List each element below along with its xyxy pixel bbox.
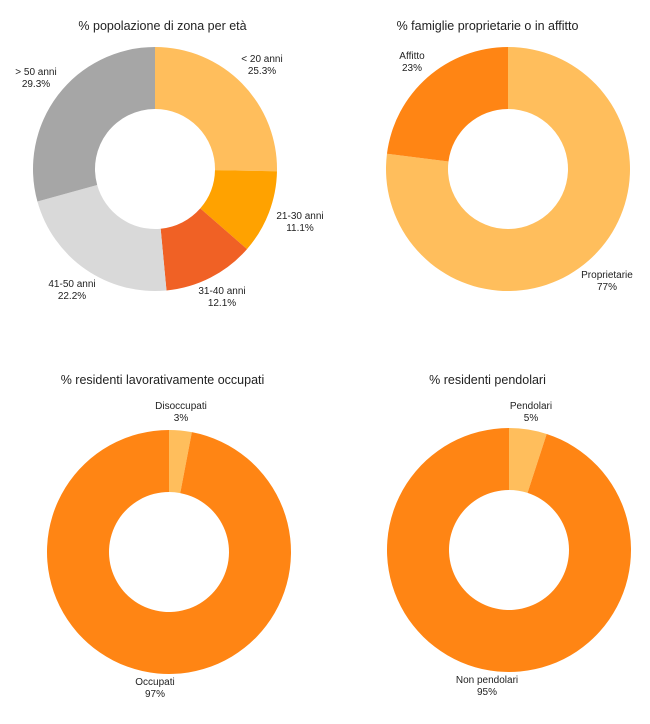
slice-label-pendolari: Pendolari 5%: [510, 401, 552, 424]
slice-label-occupati: Occupati 97%: [135, 677, 174, 700]
slice-proprietarie: [386, 47, 630, 291]
donut-chart-svg: % popolazione di zona per età < 20 anni 25…: [15, 19, 323, 309]
chart-age-distribution: % popolazione di zona per età < 20 anni 25…: [0, 0, 325, 362]
slice-label-41-50-anni: 41-50 anni 22.2%: [48, 279, 95, 302]
slice-affitto: [386, 47, 508, 162]
slice-label-20-anni: < 20 anni 25.3%: [241, 54, 282, 77]
slice-disoccupati: [169, 430, 192, 494]
slice-label-31-40-anni: 31-40 anni 12.1%: [198, 286, 245, 309]
slice-20-anni: [155, 47, 278, 172]
chart-employment: % residenti lavorativamente occupati Diso…: [0, 362, 325, 724]
slice-label-disoccupati: Disoccupati 3%: [155, 401, 207, 424]
slice-occupati: [47, 430, 291, 674]
slice-label-non-pendolari: Non pendolari 95%: [456, 675, 518, 698]
slice-non-pendolari: [386, 428, 631, 672]
slice-50-anni: [33, 47, 155, 202]
slice-21-30-anni: [200, 170, 277, 250]
slice-31-40-anni: [160, 208, 248, 291]
donut-chart-svg: % residenti pendolari Pendolari 5% Non pend…: [386, 373, 631, 698]
slice-label-proprietarie: Proprietarie 77%: [581, 270, 633, 293]
slice-pendolari: [509, 428, 547, 493]
slice-label-21-30-anni: 21-30 anni 11.1%: [276, 211, 323, 234]
slice-label-50-anni: > 50 anni 29.3%: [15, 67, 56, 90]
chart-title: % residenti pendolari: [429, 373, 546, 387]
chart-commuters: % residenti pendolari Pendolari 5% Non pend…: [325, 362, 650, 724]
slice-label-affitto: Affitto 23%: [399, 51, 425, 74]
slice-41-50-anni: [37, 185, 167, 291]
donut-chart-svg: % famiglie proprietarie o in affitto Prop…: [386, 19, 633, 293]
chart-home-ownership: % famiglie proprietarie o in affitto Prop…: [325, 0, 650, 362]
chart-title: % famiglie proprietarie o in affitto: [397, 19, 579, 33]
chart-title: % residenti lavorativamente occupati: [61, 373, 265, 387]
donut-chart-svg: % residenti lavorativamente occupati Diso…: [47, 373, 291, 700]
chart-title: % popolazione di zona per età: [78, 19, 246, 33]
